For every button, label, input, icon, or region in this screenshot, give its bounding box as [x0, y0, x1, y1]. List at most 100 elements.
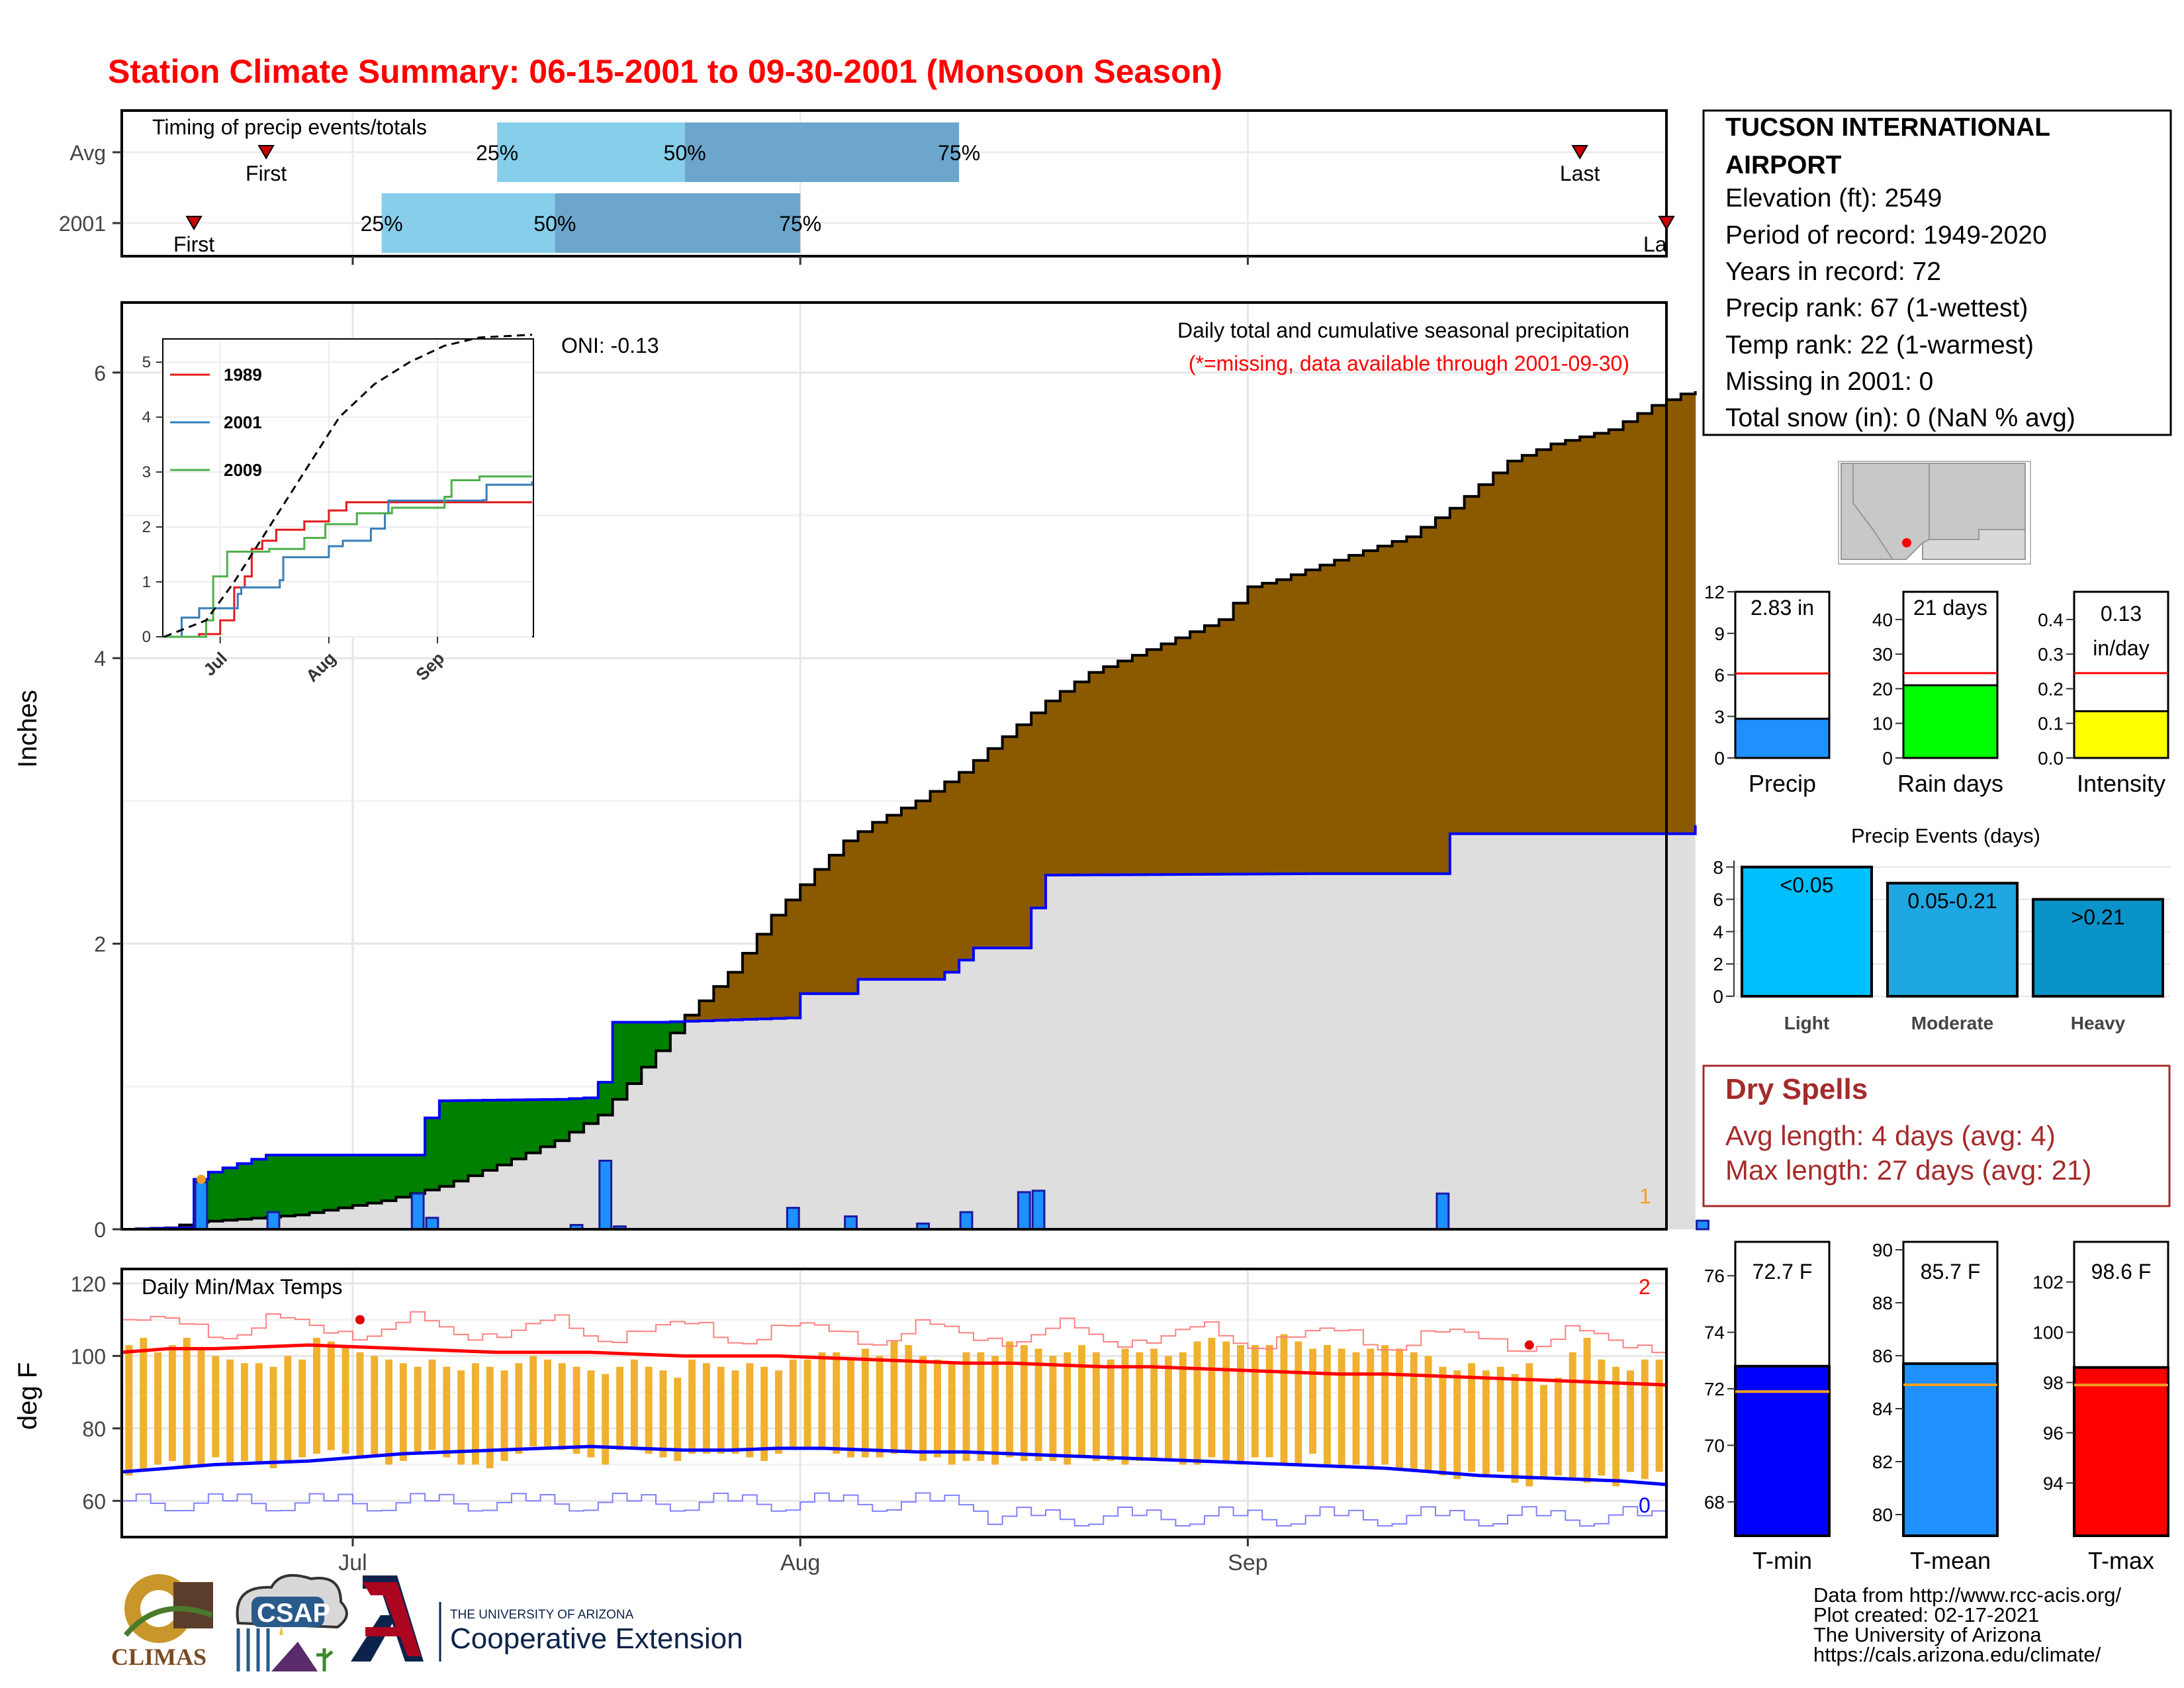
temp-summary-bar [1902, 1362, 1999, 1537]
deficit-area [1421, 527, 1436, 874]
temp-summary-label: T-mean [1910, 1547, 1991, 1574]
daily-temp-bar [1251, 1344, 1259, 1458]
deficit-area [1608, 430, 1624, 834]
temp-summary-bar [2073, 1366, 2169, 1538]
average-min-line [121, 1444, 1667, 1487]
daily-precip-bar [425, 1217, 439, 1231]
events-category-label: Light [1784, 1013, 1829, 1033]
surplus-area [627, 1022, 642, 1084]
daily-temp-bar [789, 1359, 797, 1450]
deficit-area [1132, 655, 1148, 875]
deficit-area [1074, 682, 1090, 875]
deficit-area [1118, 661, 1133, 875]
station-name-1: TUCSON INTERNATIONAL [1725, 113, 2050, 142]
deficit-area [742, 953, 758, 1019]
station-elevation: Elevation (ft): 2549 [1725, 184, 1942, 212]
footer: Data from http://www.rcc-acis.org/ Plot … [1813, 1583, 2122, 1666]
deficit-area [1623, 421, 1638, 834]
deficit-area [1175, 637, 1191, 874]
temp-missing-max: 2 [1639, 1275, 1651, 1299]
record-marker [196, 1174, 206, 1184]
daily-temp-bar [1482, 1370, 1490, 1476]
inset-ytick-label: 2 [142, 518, 151, 536]
deficit-area [1089, 672, 1104, 875]
surplus-area [367, 1154, 383, 1203]
temp-panel: deg F Daily Min/Max Temps 2 0 60 80 100 120… [13, 1268, 1668, 1575]
daily-temp-bar [1164, 1356, 1172, 1462]
temp-summary-value: 85.7 F [1921, 1260, 1981, 1284]
daily-temp-bar [833, 1352, 841, 1454]
surplus-area [569, 1098, 584, 1133]
surplus-area [266, 1154, 281, 1217]
daily-temp-bar [356, 1352, 364, 1458]
daily-temp-bar [428, 1359, 436, 1450]
summary-label: Intensity [2077, 770, 2165, 797]
deficit-area [1464, 496, 1480, 834]
timing-bar-q50-q75 [555, 193, 801, 253]
daily-temp-bar [1554, 1378, 1562, 1476]
inset-average-line [163, 334, 533, 638]
deficit-area [1262, 583, 1277, 874]
temp-ytick-label: 120 [71, 1272, 106, 1296]
inset-series-line [164, 501, 532, 638]
timing-bar-q25-q50 [497, 122, 685, 182]
surplus-area [410, 1154, 426, 1194]
main-chart-note: (*=missing, data available through 2001-… [1189, 352, 1629, 375]
deficit-area [756, 934, 772, 1019]
deficit-area [1291, 575, 1306, 874]
events-bar [2032, 898, 2164, 998]
deficit-area [1305, 569, 1321, 874]
ua-line-1: THE UNIVERSITY OF ARIZONA [450, 1608, 634, 1622]
timing-label: Timing of precip events/totals [152, 115, 427, 139]
temp-summary-ytick-label: 84 [1872, 1399, 1893, 1419]
daily-temp-bar [1525, 1363, 1533, 1487]
events-bar-label: <0.05 [1780, 873, 1834, 897]
station-precip-rank: Precip rank: 67 (1-wettest) [1725, 294, 2028, 322]
daily-temp-bar [688, 1359, 696, 1454]
deficit-area [1218, 619, 1234, 874]
daily-precip-bar [194, 1181, 208, 1231]
temp-missing-min: 0 [1639, 1493, 1651, 1517]
daily-temp-bar [962, 1352, 970, 1462]
timing-row-label: Avg [69, 141, 106, 165]
surplus-area [381, 1154, 397, 1201]
events-ytick-label: 0 [1713, 986, 1723, 1007]
daily-temp-bar [1410, 1352, 1418, 1472]
daily-temp-bar [1121, 1348, 1129, 1465]
deficit-area [987, 748, 1003, 949]
deficit-area [1320, 565, 1335, 874]
daily-temp-bar [919, 1356, 927, 1462]
dry-spells-box: Dry Spells Avg length: 4 days (avg: 4) M… [1702, 1064, 2171, 1207]
deficit-area [684, 1015, 700, 1021]
station-period: Period of record: 1949-2020 [1725, 221, 2047, 250]
daily-temp-bar [1150, 1348, 1158, 1462]
temp-ytick-label: 100 [71, 1344, 106, 1368]
daily-temp-bar [1540, 1385, 1548, 1479]
daily-temp-bar [876, 1356, 884, 1458]
deficit-area [1031, 712, 1046, 908]
deficit-area [973, 760, 989, 949]
deficit-area [713, 986, 729, 1021]
surplus-area [208, 1172, 224, 1221]
inset-legend-label: 1989 [224, 365, 262, 385]
deficit-area [1146, 649, 1162, 875]
surplus-area [425, 1117, 440, 1190]
daily-precip-bar [1017, 1191, 1031, 1231]
average-max-line [121, 1343, 1667, 1387]
daily-temp-bar [1222, 1341, 1230, 1462]
x-axis-tick-label: Aug [780, 1550, 821, 1575]
first-event-label: First [246, 162, 287, 185]
daily-temp-bar [414, 1366, 422, 1454]
daily-temp-bar [1034, 1348, 1042, 1462]
record-high-marker [1524, 1340, 1534, 1350]
daily-temp-bar [544, 1359, 551, 1447]
daily-temp-bar [1598, 1359, 1606, 1476]
daily-temp-bar [1367, 1348, 1375, 1469]
summary-ytick-label: 0.0 [2038, 748, 2064, 769]
daily-temp-bar [674, 1378, 682, 1462]
station-years: Years in record: 72 [1725, 258, 1941, 286]
daily-temp-bar [269, 1366, 277, 1469]
daily-temp-bar [645, 1366, 653, 1454]
temp-ytick-label: 60 [82, 1489, 106, 1513]
deficit-area [829, 855, 844, 994]
